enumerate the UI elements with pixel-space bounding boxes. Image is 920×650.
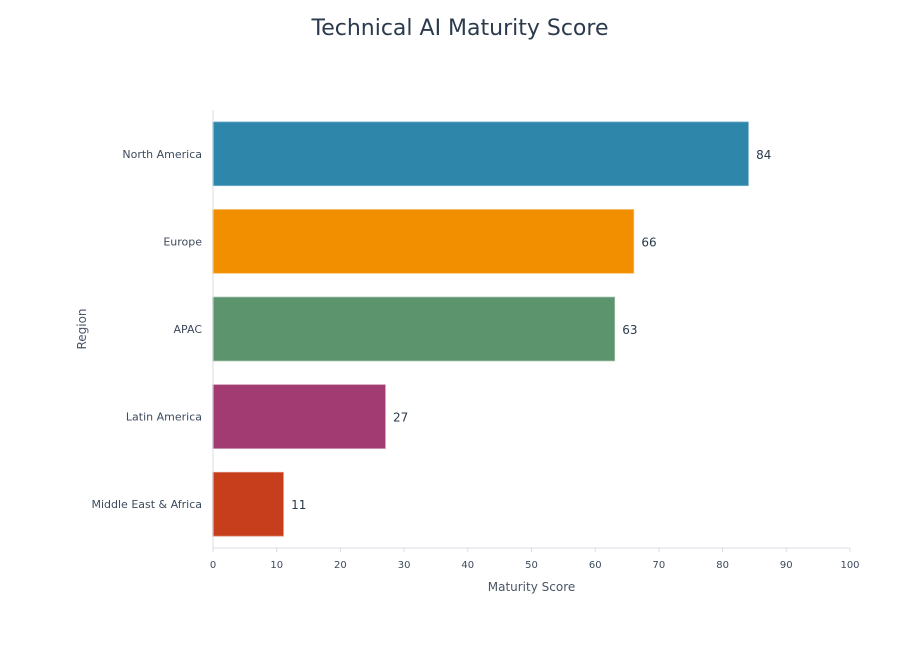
bar-apac: [212, 296, 616, 362]
x-tick-label: 100: [840, 560, 859, 571]
x-tick-label: 10: [270, 560, 283, 571]
value-label-middle-east-africa: 11: [291, 498, 306, 512]
value-label-latin-america: 27: [393, 411, 408, 425]
x-tick-label: 30: [398, 560, 411, 571]
labels-layer: North America 84 Europe 66 APAC 63 Latin Ameri…: [91, 148, 771, 512]
axes-layer: 0 10 20 30 40 50 60 70 80 90 100 Maturity Score Regi…: [75, 110, 860, 594]
x-tick-label: 60: [589, 560, 602, 571]
bar-latin-america: [212, 384, 386, 449]
category-label-europe: Europe: [163, 235, 202, 248]
y-axis-title: Region: [75, 308, 89, 349]
value-label-north-america: 84: [756, 148, 771, 162]
x-axis-title: Maturity Score: [488, 580, 576, 594]
x-tick-label: 50: [525, 560, 538, 571]
chart-title: Technical AI Maturity Score: [311, 16, 609, 41]
bars-layer: [212, 121, 749, 537]
bar-europe: [212, 209, 635, 274]
category-label-latin-america: Latin America: [126, 411, 202, 424]
x-tick-label: 40: [461, 560, 474, 571]
x-tick-label: 80: [716, 560, 729, 571]
x-tick-label: 20: [334, 560, 347, 571]
category-label-north-america: North America: [122, 148, 202, 161]
x-tick-label: 90: [780, 560, 793, 571]
value-label-europe: 66: [641, 235, 656, 249]
x-tick-label: 70: [653, 560, 666, 571]
value-label-apac: 63: [622, 323, 637, 337]
category-label-apac: APAC: [174, 323, 203, 336]
bar-middle-east-africa: [212, 471, 284, 537]
x-tick-label: 0: [210, 560, 216, 571]
bar-north-america: [212, 121, 749, 187]
category-label-middle-east-africa: Middle East & Africa: [91, 498, 202, 511]
